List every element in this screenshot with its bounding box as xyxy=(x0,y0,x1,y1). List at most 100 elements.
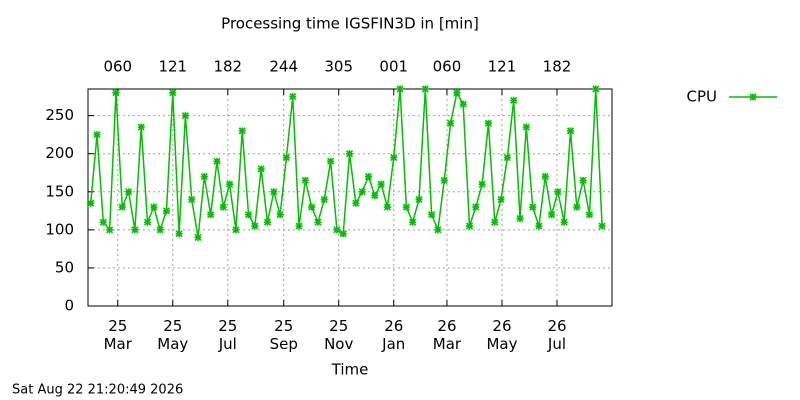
data-point xyxy=(244,211,253,219)
data-point xyxy=(257,165,265,173)
data-point xyxy=(276,211,284,219)
data-point xyxy=(554,188,562,196)
y-tick-label: 0 xyxy=(64,297,74,315)
data-point xyxy=(99,218,107,226)
data-point xyxy=(535,222,543,230)
data-point xyxy=(162,207,171,215)
data-point xyxy=(188,195,196,203)
data-point xyxy=(213,157,221,165)
timestamp: Sat Aug 22 21:20:49 2026 xyxy=(12,383,183,398)
data-point xyxy=(352,199,360,207)
data-point xyxy=(453,89,461,97)
data-point xyxy=(503,153,511,162)
data-point xyxy=(282,153,290,162)
data-point xyxy=(541,172,549,181)
x2-tick-label: 060 xyxy=(103,58,132,76)
data-point xyxy=(131,226,139,234)
data-point xyxy=(446,119,455,127)
data-point xyxy=(169,89,177,97)
data-point xyxy=(459,100,467,108)
plot-border xyxy=(87,88,613,307)
y-tick-label: 250 xyxy=(45,106,74,124)
data-point xyxy=(579,176,587,184)
data-point xyxy=(156,226,164,234)
x2-tick-label: 121 xyxy=(158,58,187,76)
y-tick-label: 150 xyxy=(45,182,74,200)
data-point xyxy=(333,226,341,234)
data-point xyxy=(364,172,373,181)
data-point xyxy=(295,222,303,230)
data-point xyxy=(440,176,448,184)
x-tick-label: 26 Jul xyxy=(547,317,567,353)
data-point xyxy=(289,93,297,101)
data-point xyxy=(592,85,600,93)
legend-marker xyxy=(749,93,757,101)
data-point xyxy=(106,226,114,234)
data-point xyxy=(118,203,126,211)
data-point xyxy=(566,127,575,135)
data-point xyxy=(301,176,309,184)
x-tick-label: 26 Mar xyxy=(433,317,462,353)
data-point xyxy=(415,195,423,203)
data-point xyxy=(345,150,354,158)
x-tick-label: 25 Nov xyxy=(324,317,353,353)
data-point xyxy=(598,222,606,230)
x2-tick-label: 001 xyxy=(379,58,408,76)
data-point xyxy=(238,127,246,135)
data-point xyxy=(510,96,518,104)
data-point xyxy=(150,203,158,211)
data-point xyxy=(409,218,417,226)
data-point xyxy=(390,153,398,162)
x2-tick-label: 182 xyxy=(213,58,242,76)
x2-tick-label: 121 xyxy=(488,58,517,76)
x-tick-label: 25 Sep xyxy=(270,317,298,353)
data-point xyxy=(175,230,183,238)
data-point xyxy=(522,123,530,131)
data-point xyxy=(263,218,272,226)
x2-tick-label: 182 xyxy=(543,58,572,76)
data-point xyxy=(112,89,120,97)
data-point xyxy=(428,211,436,219)
legend-label: CPU xyxy=(687,88,718,106)
data-point xyxy=(491,218,499,226)
x-tick-label: 25 May xyxy=(157,317,188,353)
data-point xyxy=(232,226,240,234)
data-point xyxy=(529,203,537,211)
data-point xyxy=(478,180,486,188)
data-point xyxy=(314,218,322,226)
data-point xyxy=(383,203,391,211)
data-line xyxy=(89,88,603,238)
data-point xyxy=(181,112,189,120)
x-tick-label: 26 Jan xyxy=(381,317,405,353)
data-point xyxy=(219,203,227,211)
data-point xyxy=(516,214,524,223)
data-point xyxy=(194,233,202,242)
chart-title: Processing time IGSFIN3D in [min] xyxy=(221,15,479,33)
data-point xyxy=(371,192,379,200)
y-tick-label: 50 xyxy=(55,258,74,276)
data-point xyxy=(358,188,366,196)
data-point xyxy=(560,218,568,226)
x2-tick-label: 060 xyxy=(433,58,462,76)
data-point xyxy=(251,222,259,230)
data-point xyxy=(465,222,474,230)
data-point xyxy=(377,180,385,188)
data-point xyxy=(143,218,152,226)
data-point xyxy=(484,119,493,127)
data-point xyxy=(137,123,145,131)
x-tick-label: 25 Jul xyxy=(218,317,238,353)
data-point xyxy=(125,188,133,196)
data-point xyxy=(421,85,429,93)
x2-tick-label: 244 xyxy=(269,58,298,76)
data-point xyxy=(548,211,556,219)
data-point xyxy=(472,203,480,211)
data-point xyxy=(396,85,404,93)
data-point xyxy=(200,172,208,181)
data-point xyxy=(339,230,347,238)
data-point xyxy=(327,157,335,165)
data-point xyxy=(87,199,95,207)
data-point xyxy=(497,195,505,203)
data-point xyxy=(320,195,328,203)
